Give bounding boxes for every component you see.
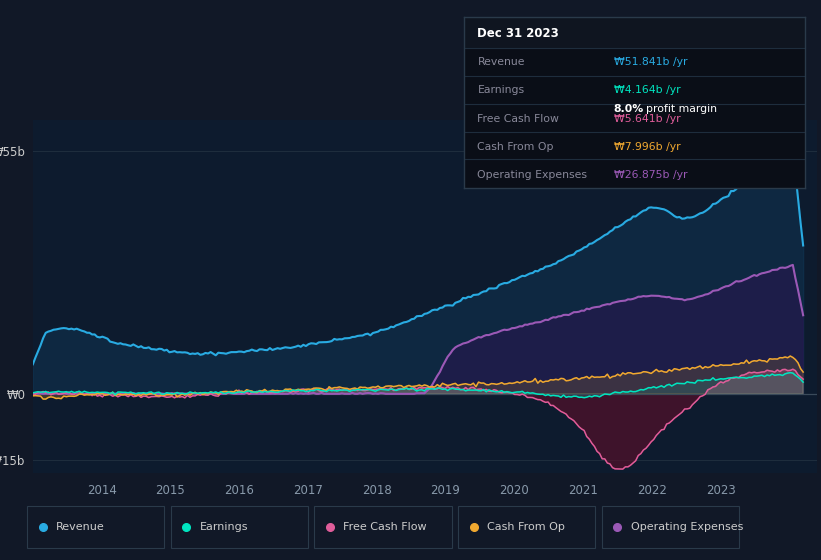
- Text: profit margin: profit margin: [646, 104, 718, 114]
- Text: Free Cash Flow: Free Cash Flow: [343, 522, 427, 532]
- Text: Free Cash Flow: Free Cash Flow: [478, 114, 559, 124]
- Text: ₩4.164b /yr: ₩4.164b /yr: [614, 85, 681, 95]
- Bar: [464, 17, 805, 48]
- Text: 8.0%: 8.0%: [614, 104, 644, 114]
- Text: ₩5.641b /yr: ₩5.641b /yr: [614, 114, 681, 124]
- Text: Dec 31 2023: Dec 31 2023: [478, 26, 559, 40]
- Text: ₩7.996b /yr: ₩7.996b /yr: [614, 142, 681, 152]
- Text: Earnings: Earnings: [478, 85, 525, 95]
- Text: Cash From Op: Cash From Op: [478, 142, 554, 152]
- Text: ₩26.875b /yr: ₩26.875b /yr: [614, 170, 687, 180]
- Text: Earnings: Earnings: [200, 522, 248, 532]
- Text: Cash From Op: Cash From Op: [487, 522, 565, 532]
- Text: ₩51.841b /yr: ₩51.841b /yr: [614, 57, 687, 67]
- Text: Revenue: Revenue: [56, 522, 104, 532]
- Text: Revenue: Revenue: [478, 57, 525, 67]
- Text: Operating Expenses: Operating Expenses: [631, 522, 743, 532]
- Text: Operating Expenses: Operating Expenses: [478, 170, 588, 180]
